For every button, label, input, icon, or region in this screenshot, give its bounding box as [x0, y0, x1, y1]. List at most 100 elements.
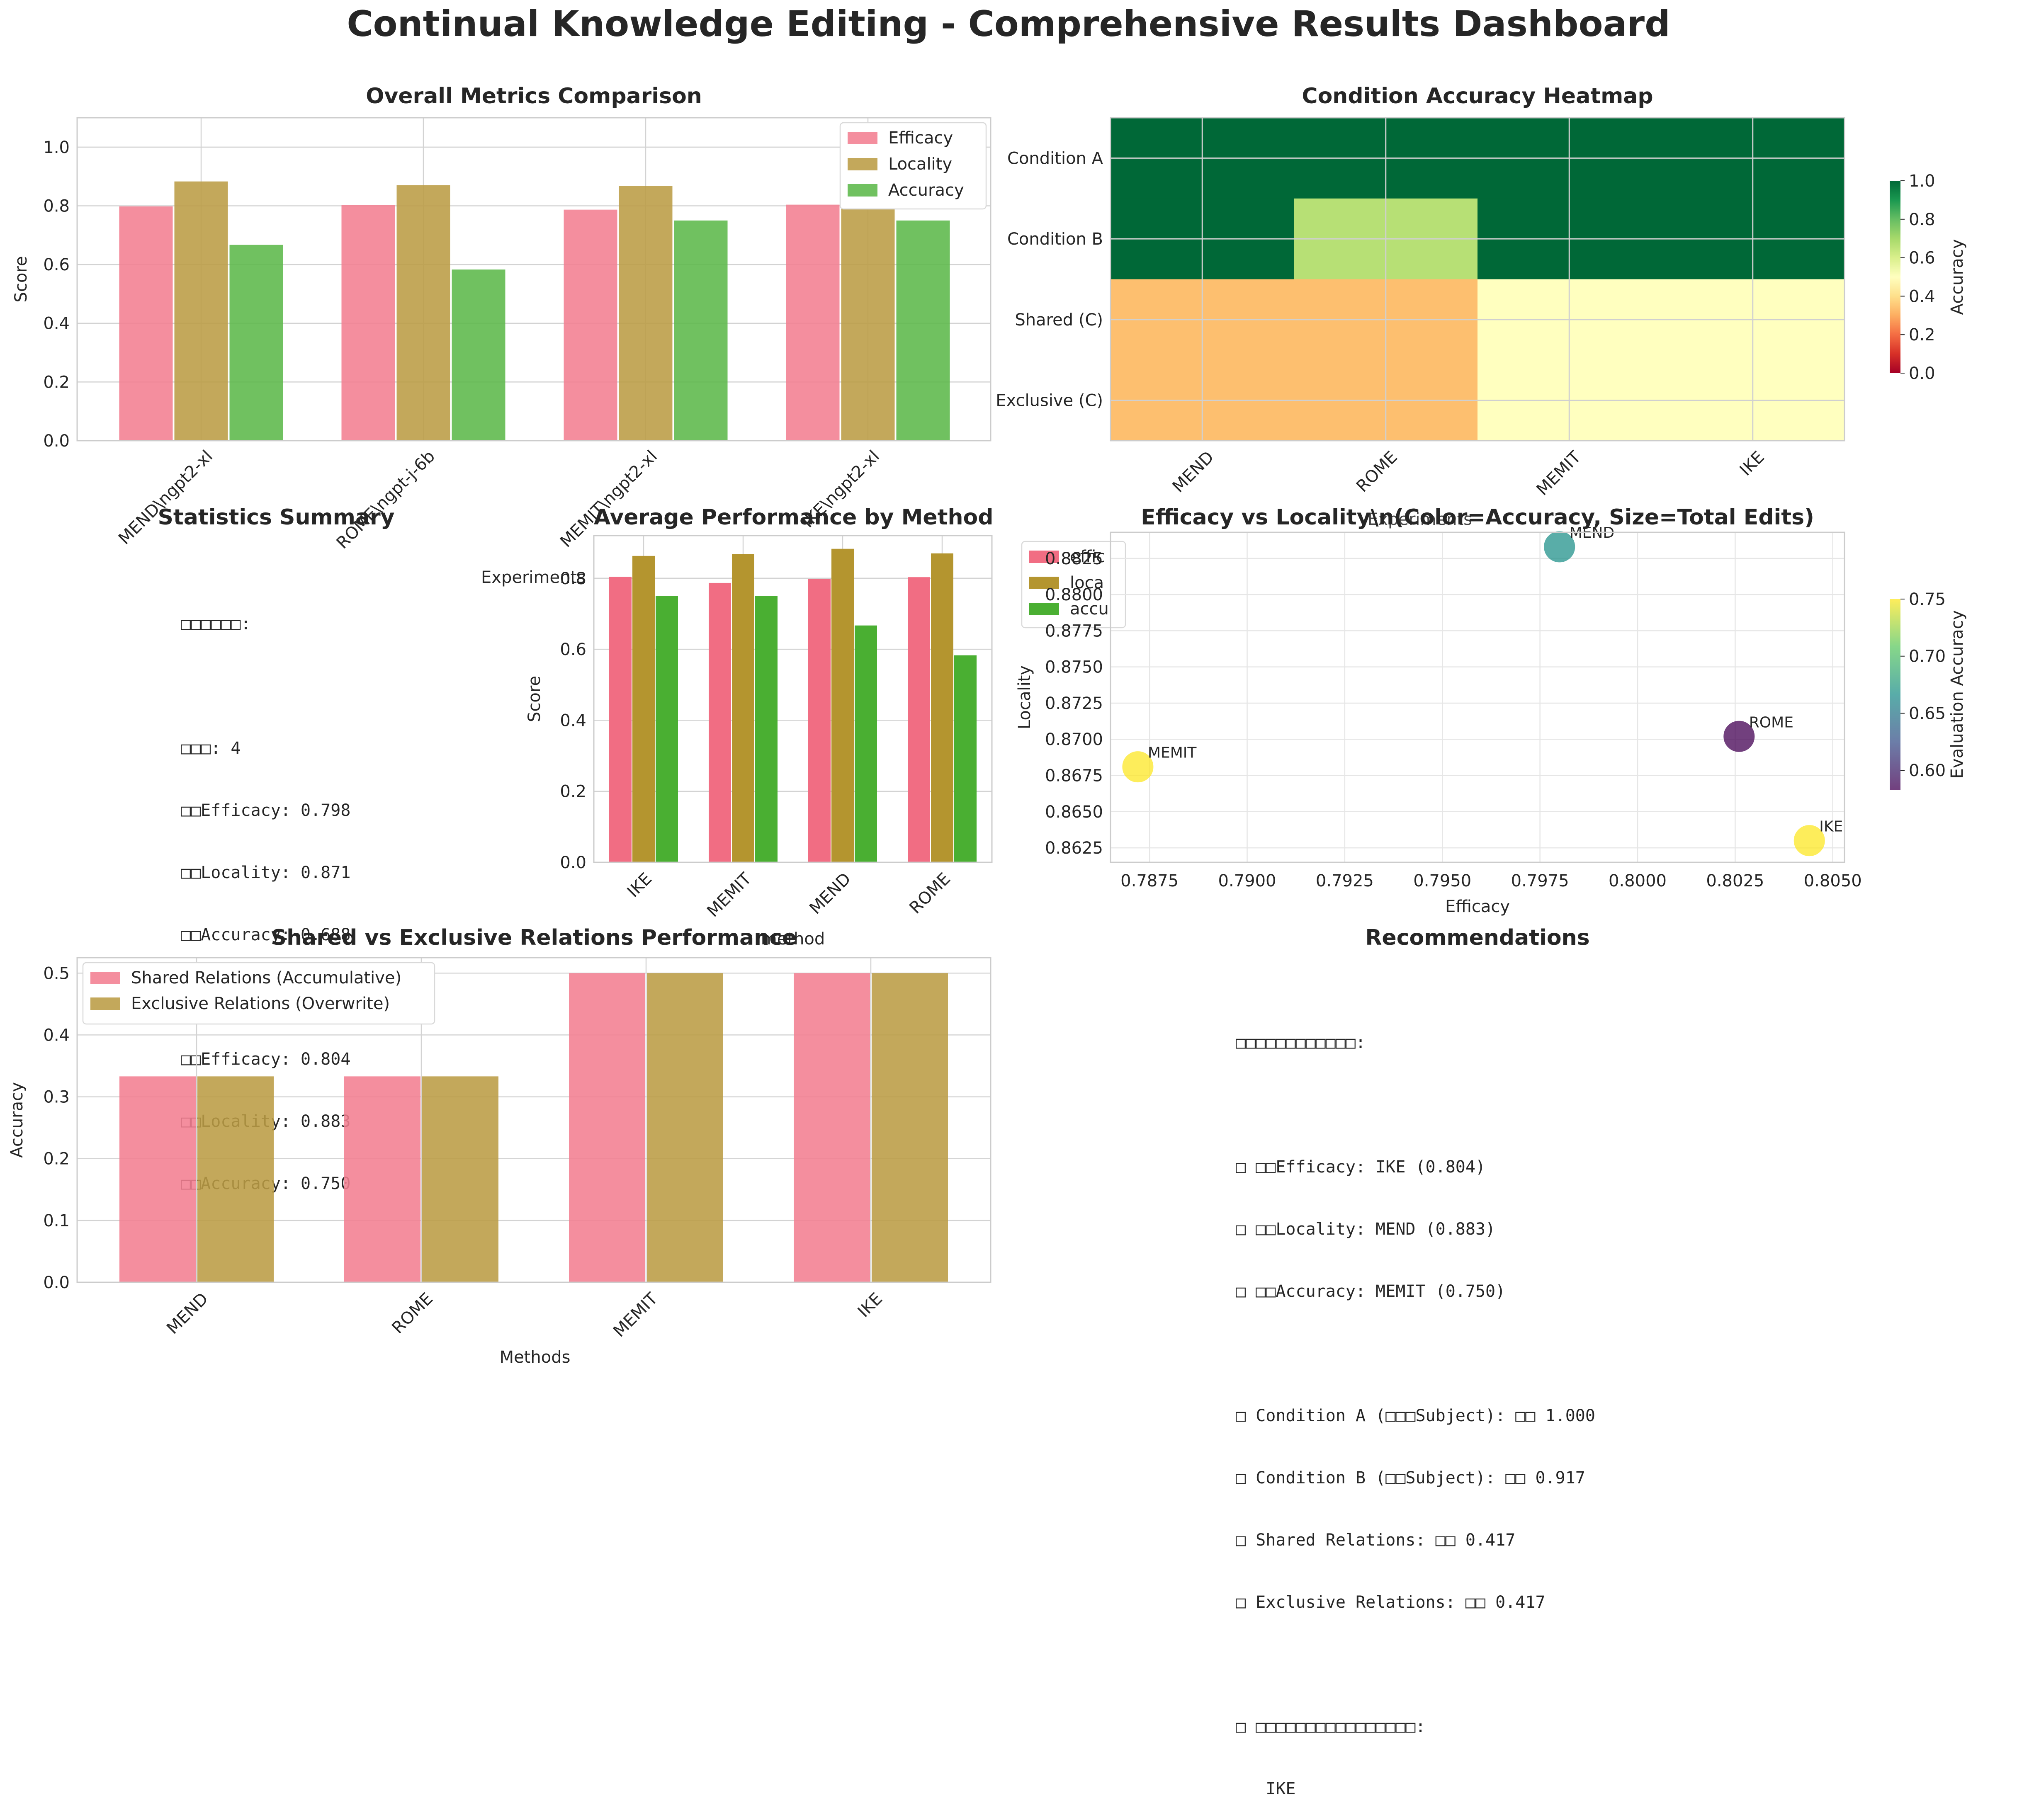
stats-line: □□Efficacy: 0.804 — [181, 1050, 351, 1069]
overall-ytick-label: 0.2 — [43, 373, 70, 392]
rec-line: □□□□□□□□□□□□: — [1236, 1033, 1366, 1052]
scatter-point-label: MEMIT — [1148, 745, 1197, 762]
heatmap-col-label: MEMIT — [1533, 447, 1584, 499]
scatter-colorbar-label: Evaluation Accuracy — [1948, 610, 1967, 779]
scatter-xtick-label: 0.7875 — [1120, 871, 1179, 891]
avgperf-bar — [808, 579, 831, 862]
heatmap-frame — [1110, 117, 1845, 442]
stats-line: □□Efficacy: 0.798 — [181, 801, 351, 820]
sharedexcl-legend-label: Exclusive Relations (Overwrite) — [131, 994, 390, 1013]
overall-ytick-label: 0.6 — [43, 255, 70, 274]
heatmap-title: Condition Accuracy Heatmap — [1302, 84, 1653, 109]
avgperf-legend-label: accu — [1070, 599, 1109, 619]
scatter-colorbar-tick-label: 0.70 — [1909, 647, 1946, 666]
sharedexcl-ytick-label: 0.4 — [43, 1026, 70, 1045]
avgperf-ylabel: Score — [525, 676, 544, 722]
sharedexcl-bar — [647, 973, 723, 1282]
rec-line: □ □□Efficacy: IKE (0.804) — [1236, 1158, 1486, 1177]
overall-bar — [896, 220, 950, 441]
overall-xtick-label: MEND\ngpt2-xl — [115, 447, 216, 548]
scatter-ytick-label: 0.8800 — [1045, 585, 1103, 604]
heatmap-colorbar-tick-label: 0.4 — [1909, 287, 1935, 306]
sharedexcl-title: Shared vs Exclusive Relations Performanc… — [271, 925, 797, 950]
avgperf-bar — [709, 582, 731, 862]
overall-bar — [619, 186, 673, 441]
avgperf-legend-label: loca — [1070, 573, 1104, 592]
avgperf-ytick-label: 0.0 — [560, 853, 586, 872]
heatmap-col-label: IKE — [1736, 448, 1768, 480]
scatter-ytick-label: 0.8675 — [1045, 767, 1103, 786]
rec-line: □ Shared Relations: □□ 0.417 — [1236, 1531, 1516, 1550]
scatter-point — [1723, 721, 1755, 752]
scatter-title: Efficacy vs Locality\n(Color=Accuracy, S… — [1141, 505, 1814, 530]
stats-line: □□□□□□: — [181, 614, 251, 633]
heatmap-colorbar-tick-label: 0.2 — [1909, 325, 1935, 345]
avgperf-ytick-label: 0.4 — [560, 711, 586, 730]
scatter-xtick-label: 0.7950 — [1413, 871, 1471, 891]
overall-ytick-label: 0.4 — [43, 314, 70, 333]
stats-line: □□Locality: 0.871 — [181, 863, 351, 882]
sharedexcl-bar — [872, 973, 948, 1282]
scatter-ytick-label: 0.8650 — [1045, 803, 1103, 822]
sharedexcl-bar — [197, 1076, 274, 1282]
overall-ylabel: Score — [12, 256, 31, 302]
rec-line: IKE — [1236, 1779, 1296, 1798]
heatmap-colorbar-tick-label: 0.8 — [1909, 210, 1935, 229]
sharedexcl-xtick-label: MEMIT — [610, 1289, 661, 1341]
overall-bar — [564, 209, 617, 441]
overall-legend-label: Efficacy — [888, 129, 953, 148]
heatmap-row-label: Condition B — [1007, 230, 1103, 249]
sharedexcl-frame — [76, 957, 991, 1283]
sharedexcl-bar — [569, 973, 645, 1282]
scatter-xlabel: Efficacy — [1445, 897, 1510, 916]
sharedexcl-legend-swatch — [90, 997, 120, 1010]
heatmap-colorbar-tick-label: 0.6 — [1909, 249, 1935, 268]
scatter-ytick-label: 0.8825 — [1045, 549, 1103, 568]
rec-line: □ Condition A (□□□Subject): □□ 1.000 — [1236, 1406, 1595, 1425]
sharedexcl-legend-label: Shared Relations (Accumulative) — [131, 968, 401, 988]
overall-bar — [452, 269, 505, 441]
scatter-colorbar-tick-label: 0.60 — [1909, 761, 1946, 780]
rec-line: ​ — [1236, 1654, 1595, 1675]
overall-xtick-label: ROME\ngpt-j-6b — [333, 447, 439, 553]
sharedexcl-bar — [422, 1076, 498, 1282]
sharedexcl-ytick-label: 0.0 — [43, 1273, 70, 1292]
heatmap-col-label: ROME — [1353, 448, 1401, 496]
sharedexcl-ytick-label: 0.3 — [43, 1088, 70, 1107]
scatter-xtick-label: 0.7925 — [1316, 871, 1374, 891]
stats-title: Statistics Summary — [158, 505, 395, 530]
scatter-ytick-label: 0.8700 — [1045, 730, 1103, 749]
avgperf-xtick-label: ROME — [906, 869, 954, 918]
avgperf-xtick-label: MEMIT — [703, 869, 755, 921]
sharedexcl-xtick-label: ROME — [388, 1289, 437, 1338]
sharedexcl-ytick-label: 0.5 — [43, 964, 70, 983]
scatter-xtick-label: 0.7900 — [1218, 871, 1276, 891]
overall-bar — [674, 220, 728, 441]
avgperf-legend-swatch — [1029, 551, 1059, 563]
recommendations-title: Recommendations — [1365, 925, 1590, 950]
avgperf-bar — [954, 655, 977, 862]
overall-legend-label: Accuracy — [888, 181, 964, 200]
avgperf-bar — [831, 548, 854, 862]
heatmap-row-label: Condition A — [1007, 149, 1103, 168]
scatter-ytick-label: 0.8750 — [1045, 658, 1103, 677]
avgperf-bar — [609, 577, 632, 862]
rec-line: □ □□□□□□□□□□□□□□□□: — [1236, 1717, 1426, 1736]
scatter-xtick-label: 0.7975 — [1511, 871, 1569, 891]
avgperf-legend-swatch — [1029, 603, 1059, 615]
avgperf-ytick-label: 0.8 — [560, 569, 586, 588]
sharedexcl-ytick-label: 0.1 — [43, 1211, 70, 1230]
overall-legend-swatch — [848, 158, 877, 170]
overall-legend-label: Locality — [888, 155, 952, 174]
avgperf-bar — [632, 556, 655, 862]
sharedexcl-bar — [794, 973, 870, 1282]
overall-bar — [786, 204, 840, 441]
scatter-point — [1793, 825, 1825, 857]
avgperf-bar — [656, 596, 678, 862]
scatter-colorbar-tick-label: 0.65 — [1909, 704, 1946, 723]
scatter-ylabel: Locality — [1015, 665, 1034, 729]
overall-ytick-label: 1.0 — [43, 138, 70, 157]
heatmap-row-label: Shared (C) — [1015, 311, 1103, 330]
overall-bar — [229, 245, 283, 441]
overall-bar — [174, 181, 228, 441]
